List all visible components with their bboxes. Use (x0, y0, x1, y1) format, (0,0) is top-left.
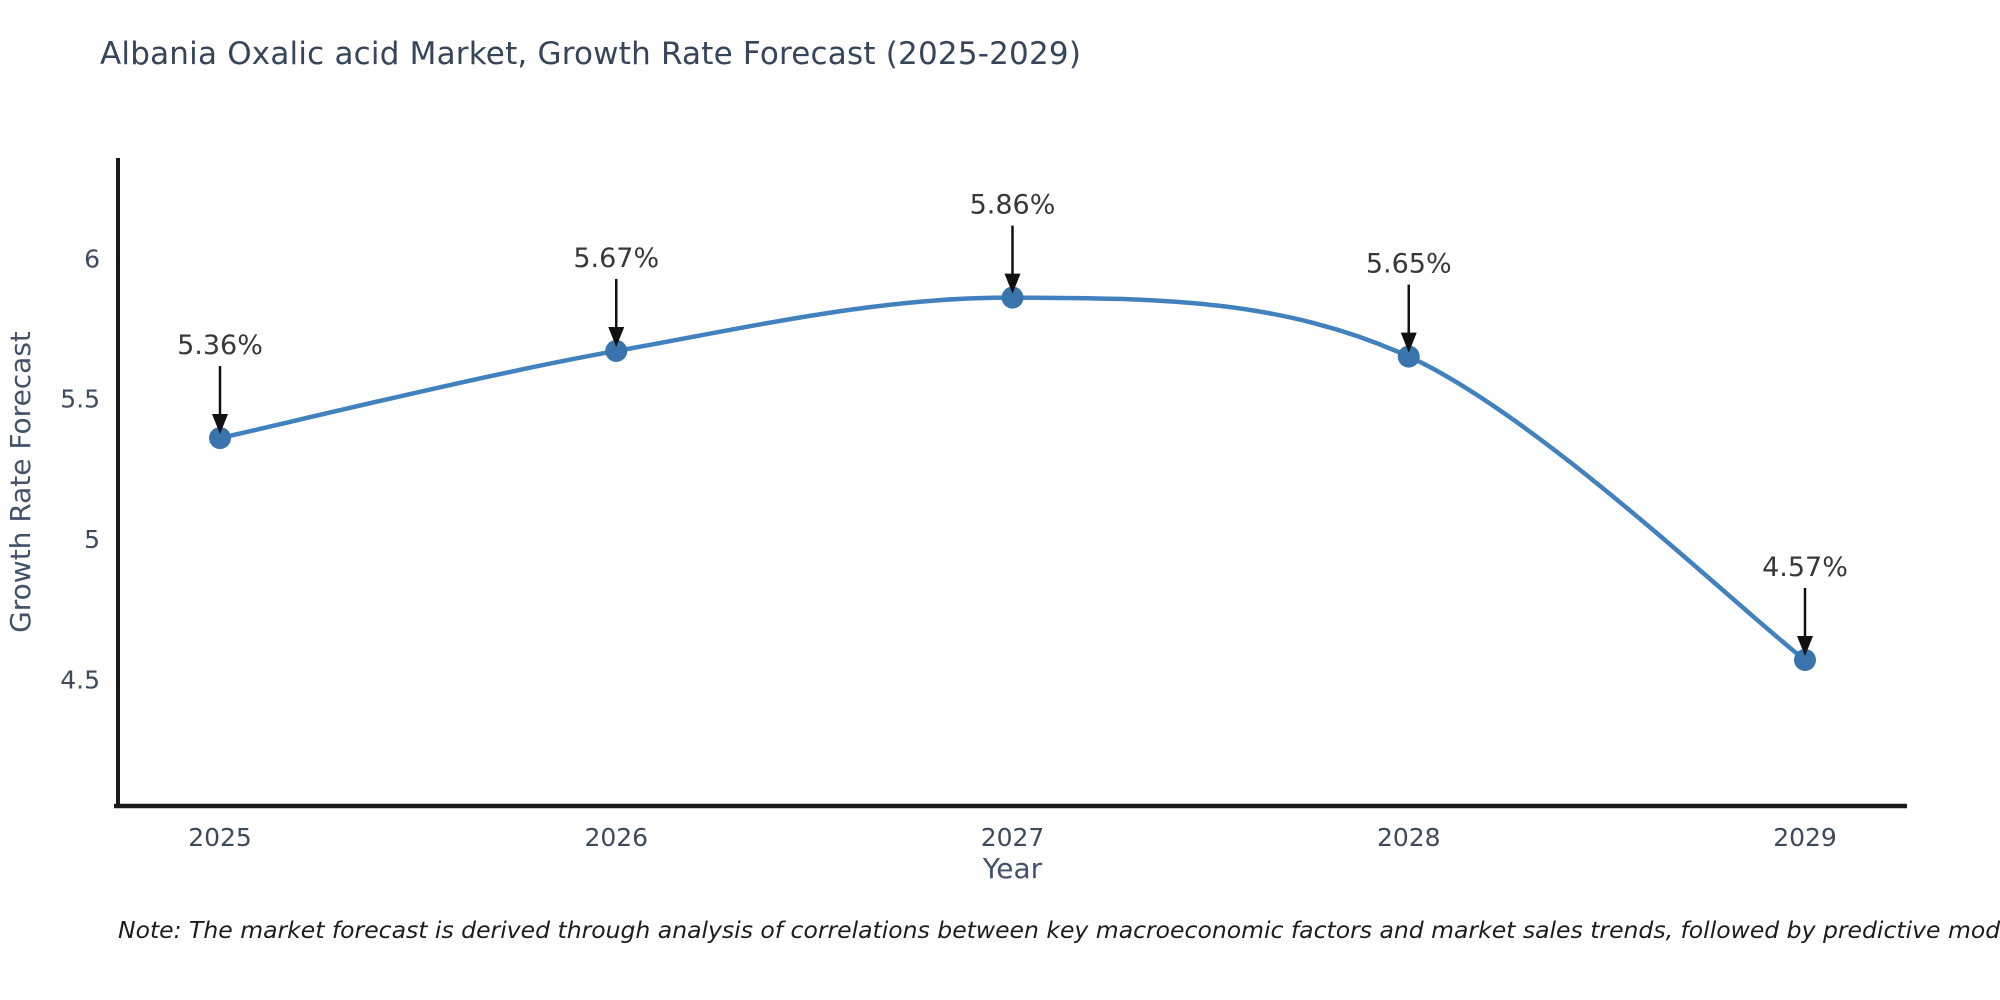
annotation-arrowhead (1797, 635, 1813, 656)
y-tick-label: 6 (84, 244, 100, 273)
data-point (209, 427, 231, 450)
y-tick-label: 5 (84, 525, 100, 554)
x-tick-label: 2025 (188, 823, 252, 852)
annotation-arrowhead (1400, 332, 1417, 353)
y-tick-label: 5.5 (60, 385, 100, 414)
chart-title: Albania Oxalic acid Market, Growth Rate … (100, 36, 1082, 72)
footnote: Note: The market forecast is derived thr… (118, 916, 2000, 944)
point-value-label: 5.36% (177, 330, 263, 361)
data-point (1001, 286, 1024, 309)
y-tick-label: 4.5 (60, 666, 100, 695)
point-value-label: 4.57% (1762, 552, 1848, 583)
annotation-arrowhead (212, 414, 228, 435)
y-axis-title: Growth Rate Forecast (4, 331, 37, 633)
data-point (1397, 345, 1420, 368)
x-tick-label: 2029 (1773, 823, 1837, 852)
point-value-label: 5.65% (1366, 249, 1452, 280)
annotation-arrowhead (608, 326, 625, 347)
x-tick-label: 2027 (981, 823, 1045, 852)
point-value-label: 5.67% (573, 243, 659, 274)
forecast-line (217, 295, 1808, 663)
annotation-arrowhead (1004, 273, 1021, 294)
x-tick-label: 2028 (1377, 823, 1441, 852)
data-point (1794, 648, 1816, 671)
x-axis-title: Year (982, 852, 1043, 885)
data-point (605, 339, 628, 362)
x-tick-label: 2026 (584, 823, 648, 852)
point-value-label: 5.86% (970, 190, 1056, 221)
